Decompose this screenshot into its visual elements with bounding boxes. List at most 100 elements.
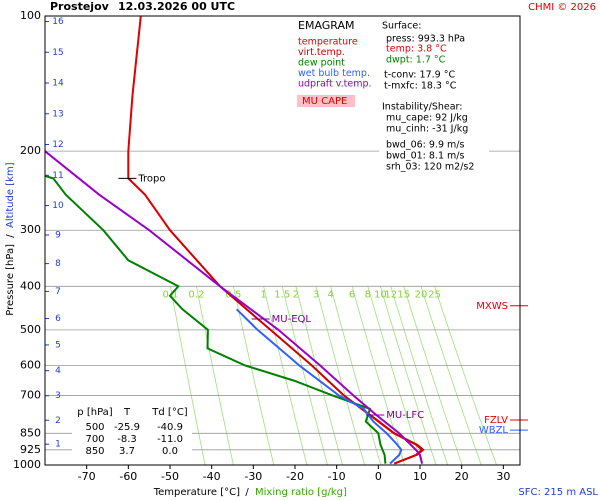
mixing-ratio-label: 0.2 xyxy=(188,289,204,300)
mixing-ratio-label: 6 xyxy=(349,289,355,300)
altitude-label: 13 xyxy=(52,109,63,119)
table-header: T xyxy=(123,407,131,418)
y-tick-label: 850 xyxy=(20,426,41,439)
annotation: Tropo xyxy=(137,173,165,184)
info-line: press: 993.3 hPa xyxy=(386,34,465,45)
footer: SFC: 215 m ASL xyxy=(518,487,598,498)
x-tick-label: -30 xyxy=(244,470,262,483)
info-line: t-conv: 17.9 °C xyxy=(384,70,455,81)
table-cell: 500 xyxy=(85,422,104,433)
x-tick-label: -40 xyxy=(203,470,221,483)
x-tick-label: -20 xyxy=(286,470,304,483)
y-tick-label: 700 xyxy=(20,388,41,401)
y-label-alt: Altitude [km] xyxy=(5,162,16,228)
x-tick-label: 20 xyxy=(455,470,469,483)
x-tick-label: 10 xyxy=(413,470,427,483)
station: Prostejov xyxy=(50,0,110,13)
mixing-ratio-label: 25 xyxy=(428,289,441,300)
mixing-ratio-label: 15 xyxy=(397,289,410,300)
altitude-label: 2 xyxy=(55,416,61,426)
info-box xyxy=(379,17,489,175)
cape-label: MU CAPE xyxy=(302,96,347,107)
y-tick-label: 600 xyxy=(20,358,41,371)
table-cell: 700 xyxy=(85,434,104,445)
x-tick-label: 30 xyxy=(496,470,510,483)
x-label: Temperature [°C] xyxy=(153,487,240,498)
profile-line xyxy=(45,174,387,464)
y-tick-label: 925 xyxy=(20,443,41,456)
table-cell: 0.0 xyxy=(162,446,178,457)
profile-line xyxy=(235,308,403,465)
info-line: srh_03: 120 m2/s2 xyxy=(386,162,474,173)
table-header: p [hPa] xyxy=(77,407,112,418)
x-tick-label: -50 xyxy=(161,470,179,483)
x-tick-label: 0 xyxy=(375,470,382,483)
info-line: mu_cape: 92 J/kg xyxy=(386,113,468,124)
y-tick-label: 200 xyxy=(20,144,41,157)
mixing-ratio-label: 3 xyxy=(313,289,319,300)
y-tick-label: 100 xyxy=(20,9,41,22)
altitude-label: 6 xyxy=(55,314,61,324)
altitude-label: 4 xyxy=(55,366,61,376)
table-cell: -40.9 xyxy=(157,422,183,433)
info-line: bwd_01: 8.1 m/s xyxy=(386,151,464,162)
info-line: mu_cinh: -31 J/kg xyxy=(386,124,468,135)
altitude-label: 5 xyxy=(55,340,61,350)
legend-box xyxy=(295,17,377,109)
table-cell: -11.0 xyxy=(157,434,183,445)
altitude-label: 8 xyxy=(55,259,61,269)
plot-frame xyxy=(44,15,521,466)
info-line: dwpt: 1.7 °C xyxy=(386,55,446,66)
mixing-ratio-label: 2 xyxy=(293,289,299,300)
table-box xyxy=(72,404,192,456)
mixing-ratio-label: 10 xyxy=(374,289,387,300)
info-line: bwd_06: 9.9 m/s xyxy=(386,140,464,151)
y-tick-label: 300 xyxy=(20,223,41,236)
y-label-sep: / xyxy=(5,234,16,238)
mixing-ratio-label: 1 xyxy=(260,289,266,300)
info-line: t-mxfc: 18.3 °C xyxy=(384,81,457,92)
annotation: MXWS xyxy=(476,301,508,312)
legend-entry: udpraft v.temp. xyxy=(298,79,372,90)
annotation: MU-EQL xyxy=(272,314,312,325)
annotation: WBZL xyxy=(479,425,509,436)
legend-entry: dew point xyxy=(298,58,345,69)
table-header: Td [°C] xyxy=(151,407,188,418)
mixing-ratio-label: 20 xyxy=(415,289,428,300)
altitude-label: 9 xyxy=(55,230,61,240)
info-line: Instability/Shear: xyxy=(382,102,462,113)
mixing-ratio-label: 12 xyxy=(384,289,397,300)
legend-title: EMAGRAM xyxy=(298,19,355,32)
legend-entry: virt.temp. xyxy=(298,47,345,58)
mixing-ratio-label: 0.5 xyxy=(225,289,241,300)
mixing-ratio-label: 1.5 xyxy=(274,289,290,300)
annotation: FZLV xyxy=(484,415,508,426)
x-tick-label: -70 xyxy=(78,470,96,483)
cape-bg xyxy=(297,95,355,107)
altitude-label: 3 xyxy=(55,391,61,401)
profile-line xyxy=(45,150,424,464)
altitude-label: 12 xyxy=(52,140,63,150)
altitude-label: 10 xyxy=(52,201,64,211)
altitude-label: 15 xyxy=(52,48,63,58)
altitude-label: 16 xyxy=(52,17,64,27)
table-cell: -8.3 xyxy=(117,434,137,445)
table-cell: 850 xyxy=(85,446,104,457)
mixing-ratio-label: 8 xyxy=(365,289,371,300)
y-tick-label: 400 xyxy=(20,279,41,292)
y-label-p: Pressure [hPa] xyxy=(5,244,16,316)
credit: CHMI © 2026 xyxy=(528,2,596,13)
altitude-label: 11 xyxy=(52,171,63,181)
table-cell: 3.7 xyxy=(119,446,135,457)
x-tick-label: -60 xyxy=(119,470,137,483)
x-label-sep: / xyxy=(245,487,249,498)
y-tick-label: 1000 xyxy=(13,458,41,471)
y-label: Pressure [hPa] / Altitude [km] xyxy=(5,162,16,315)
mixing-ratio-label: 4 xyxy=(327,289,333,300)
altitude-label: 14 xyxy=(52,79,64,89)
x-label-mix: Mixing ratio [g/kg] xyxy=(255,487,347,498)
table-cell: -25.9 xyxy=(114,422,140,433)
x-tick-label: -10 xyxy=(328,470,346,483)
info-line: temp: 3.8 °C xyxy=(386,44,447,55)
